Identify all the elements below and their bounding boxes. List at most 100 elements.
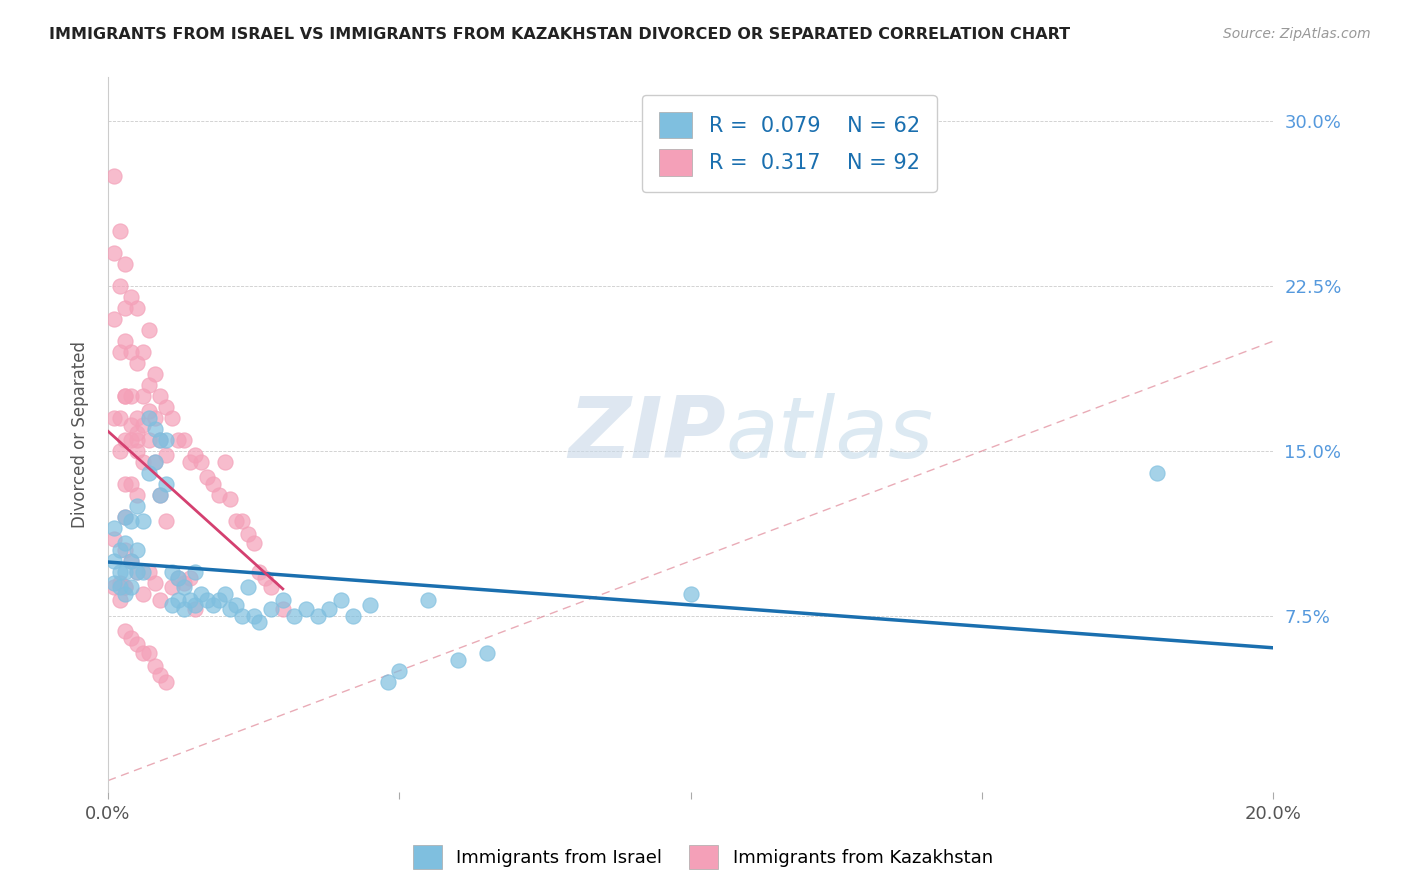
Point — [155, 477, 177, 491]
Point — [249, 565, 271, 579]
Point — [114, 624, 136, 639]
Point — [120, 290, 142, 304]
Point — [138, 565, 160, 579]
Point — [173, 575, 195, 590]
Point — [127, 565, 149, 579]
Point — [195, 593, 218, 607]
Text: IMMIGRANTS FROM ISRAEL VS IMMIGRANTS FROM KAZAKHSTAN DIVORCED OR SEPARATED CORRE: IMMIGRANTS FROM ISRAEL VS IMMIGRANTS FRO… — [49, 27, 1070, 42]
Point — [114, 536, 136, 550]
Point — [160, 411, 183, 425]
Point — [208, 593, 231, 607]
Point — [108, 411, 131, 425]
Point — [103, 554, 125, 568]
Point — [127, 542, 149, 557]
Point — [114, 580, 136, 594]
Point — [127, 411, 149, 425]
Point — [342, 608, 364, 623]
Point — [143, 455, 166, 469]
Point — [167, 571, 190, 585]
Point — [103, 169, 125, 184]
Point — [114, 389, 136, 403]
Point — [231, 608, 253, 623]
Point — [184, 565, 207, 579]
Point — [201, 598, 224, 612]
Point — [679, 587, 702, 601]
Point — [219, 602, 242, 616]
Point — [377, 674, 399, 689]
Point — [155, 674, 177, 689]
Point — [167, 593, 190, 607]
Point — [236, 527, 259, 541]
Point — [138, 404, 160, 418]
Point — [103, 521, 125, 535]
Point — [127, 356, 149, 370]
Point — [155, 400, 177, 414]
Point — [318, 602, 340, 616]
Point — [295, 602, 318, 616]
Point — [108, 542, 131, 557]
Point — [138, 411, 160, 425]
Point — [260, 580, 283, 594]
Point — [359, 598, 381, 612]
Point — [236, 580, 259, 594]
Point — [108, 565, 131, 579]
Point — [127, 637, 149, 651]
Point — [114, 334, 136, 348]
Point — [132, 646, 155, 660]
Point — [127, 426, 149, 441]
Y-axis label: Divorced or Separated: Divorced or Separated — [72, 341, 89, 528]
Point — [190, 455, 212, 469]
Point — [120, 477, 142, 491]
Point — [120, 554, 142, 568]
Point — [138, 433, 160, 447]
Point — [149, 433, 172, 447]
Point — [120, 514, 142, 528]
Point — [225, 514, 247, 528]
Point — [143, 575, 166, 590]
Point — [271, 602, 294, 616]
Point — [114, 257, 136, 271]
Point — [132, 587, 155, 601]
Point — [143, 422, 166, 436]
Point — [120, 345, 142, 359]
Point — [179, 571, 201, 585]
Point — [132, 565, 155, 579]
Point — [138, 378, 160, 392]
Point — [173, 580, 195, 594]
Point — [127, 444, 149, 458]
Point — [103, 575, 125, 590]
Point — [103, 532, 125, 546]
Point — [114, 565, 136, 579]
Point — [143, 659, 166, 673]
Point — [167, 571, 190, 585]
Point — [108, 224, 131, 238]
Text: Source: ZipAtlas.com: Source: ZipAtlas.com — [1223, 27, 1371, 41]
Point — [127, 565, 149, 579]
Point — [149, 668, 172, 682]
Point — [283, 608, 305, 623]
Point — [201, 477, 224, 491]
Point — [132, 514, 155, 528]
Point — [388, 664, 411, 678]
Point — [219, 492, 242, 507]
Point — [108, 580, 131, 594]
Point — [155, 433, 177, 447]
Point — [195, 470, 218, 484]
Point — [475, 646, 498, 660]
Point — [242, 608, 264, 623]
Point — [127, 499, 149, 513]
Point — [155, 514, 177, 528]
Point — [103, 246, 125, 260]
Point — [330, 593, 353, 607]
Point — [271, 593, 294, 607]
Point — [108, 345, 131, 359]
Point — [173, 433, 195, 447]
Point — [307, 608, 329, 623]
Point — [214, 455, 236, 469]
Point — [173, 602, 195, 616]
Point — [120, 433, 142, 447]
Legend: Immigrants from Israel, Immigrants from Kazakhstan: Immigrants from Israel, Immigrants from … — [406, 838, 1000, 876]
Point — [149, 488, 172, 502]
Point — [120, 417, 142, 432]
Point — [160, 598, 183, 612]
